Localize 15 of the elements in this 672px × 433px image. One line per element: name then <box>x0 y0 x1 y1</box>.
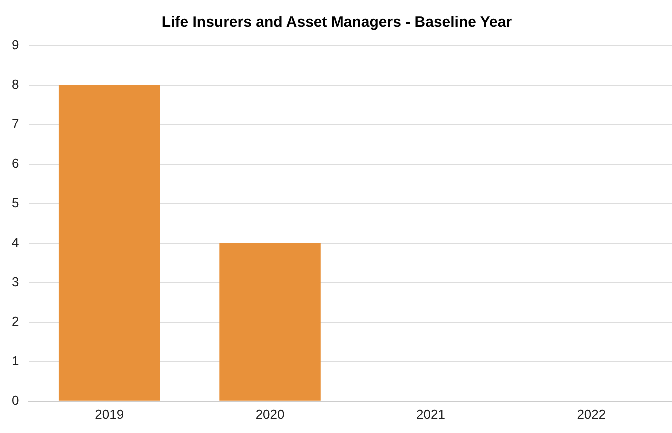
y-tick-label: 5 <box>12 196 20 211</box>
x-tick-label: 2019 <box>95 406 124 422</box>
y-tick-label: 8 <box>12 77 20 92</box>
y-tick-label: 9 <box>12 38 20 53</box>
y-tick-label: 3 <box>12 274 20 290</box>
chart-title: Life Insurers and Asset Managers - Baseline Year <box>162 14 512 32</box>
y-tick-label: 2 <box>12 314 20 329</box>
y-tick-label: 1 <box>12 353 20 368</box>
y-tick-label: 0 <box>12 392 20 408</box>
y-tick-label: 7 <box>12 116 20 132</box>
x-tick-label: 2020 <box>256 406 285 422</box>
x-tick-label: 2021 <box>416 406 446 422</box>
x-tick-label: 2022 <box>577 406 606 422</box>
y-tick-label: 6 <box>12 156 20 172</box>
y-tick-label: 4 <box>12 235 20 250</box>
